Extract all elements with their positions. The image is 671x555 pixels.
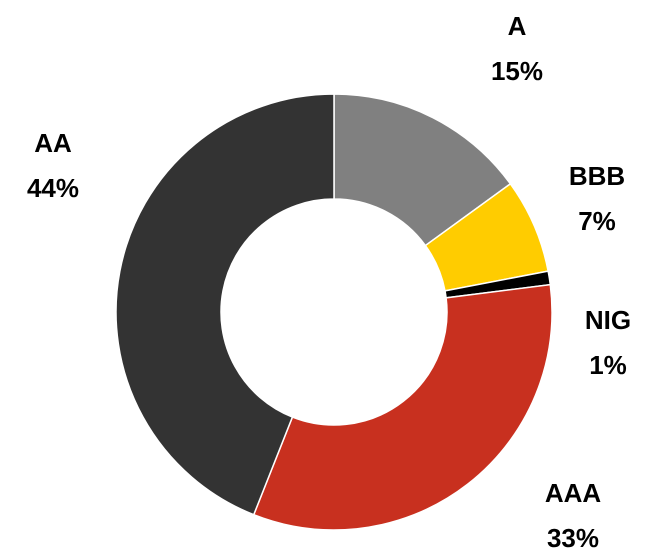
- segment-label: AAA: [545, 478, 602, 508]
- segment-value-label: 15%: [491, 56, 543, 86]
- segment-value-label: 44%: [27, 173, 79, 203]
- segment-label: NIG: [585, 305, 631, 335]
- donut-segment: [252, 283, 553, 531]
- segment-label: A: [508, 11, 527, 41]
- donut-segment: [115, 93, 335, 516]
- segment-value-label: 33%: [547, 523, 599, 553]
- segment-label: AA: [34, 128, 72, 158]
- segment-value-label: 7%: [578, 206, 616, 236]
- segment-value-label: 1%: [589, 350, 627, 380]
- segment-label: BBB: [569, 161, 625, 191]
